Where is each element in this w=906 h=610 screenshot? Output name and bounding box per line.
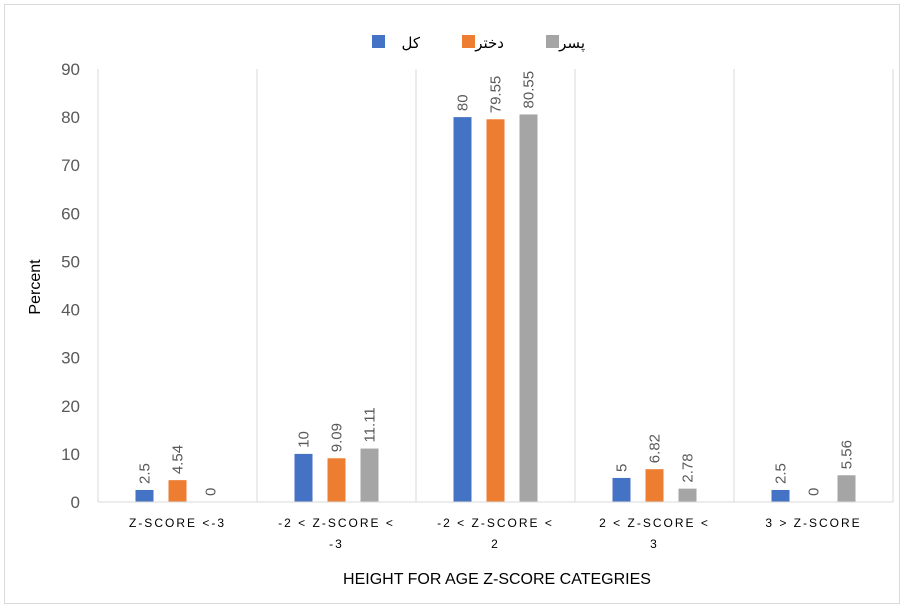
y-tick-label: 40 — [61, 301, 80, 320]
bar — [612, 477, 631, 502]
data-label: 4.54 — [170, 445, 187, 474]
data-label: 10 — [296, 431, 313, 448]
bar — [678, 488, 697, 502]
legend-swatch — [546, 35, 559, 48]
y-tick-label: 50 — [61, 252, 80, 271]
x-tick-label: -3 — [329, 537, 344, 551]
data-label: 6.82 — [647, 434, 664, 463]
data-label: 5 — [614, 464, 631, 472]
category-gridlines — [97, 69, 894, 502]
x-axis-title: HEIGHT FOR AGE Z-SCORE CATEGRIES — [343, 571, 651, 588]
bar — [294, 453, 313, 502]
chart-frame — [4, 4, 900, 604]
bar — [360, 448, 379, 502]
data-label: 79.55 — [488, 76, 505, 114]
legend-label: پسر — [558, 34, 585, 53]
legend: کل دختر پسر — [372, 34, 585, 53]
y-tick-label: 90 — [61, 60, 80, 79]
x-tick-label: 2 — [491, 537, 500, 551]
legend-swatch — [462, 35, 475, 48]
bar — [486, 119, 505, 502]
bar — [327, 458, 346, 502]
x-tick-label: -2 < Z-SCORE < — [437, 516, 554, 530]
bar — [453, 117, 472, 502]
y-axis-title: Percent — [27, 259, 44, 315]
bar — [519, 114, 538, 502]
x-tick-label: 3 > Z-SCORE — [765, 516, 861, 530]
data-labels: 2.5 10 80 5 2.5 4.54 9.09 79.55 6.82 0 0 11.11 80.55… — [137, 71, 856, 496]
y-tick-label: 60 — [61, 204, 80, 223]
x-tick-label: -2 < Z-SCORE < — [278, 516, 395, 530]
data-label: 9.09 — [329, 423, 346, 452]
y-axis: 0 10 20 30 40 50 60 70 80 90 — [61, 60, 80, 512]
data-label: 11.11 — [362, 407, 379, 442]
y-tick-label: 10 — [61, 445, 80, 464]
bar — [645, 469, 664, 502]
x-tick-label: Z-SCORE <-3 — [129, 516, 226, 530]
bar — [168, 480, 187, 502]
y-tick-label: 20 — [61, 397, 80, 416]
x-axis: Z-SCORE <-3 -2 < Z-SCORE < -3 -2 < Z-SCORE … — [98, 501, 893, 551]
data-label: 2.5 — [137, 463, 154, 484]
bar — [771, 489, 790, 502]
data-label: 5.56 — [839, 440, 856, 469]
data-label: 0 — [203, 488, 220, 496]
y-tick-label: 70 — [61, 156, 80, 175]
x-tick-label: 2 < Z-SCORE < — [599, 516, 710, 530]
bar — [837, 475, 856, 502]
bars — [135, 114, 856, 502]
y-tick-label: 30 — [61, 349, 80, 368]
data-label: 2.5 — [773, 463, 790, 484]
y-tick-label: 80 — [61, 108, 80, 127]
data-label: 2.78 — [680, 453, 697, 482]
data-label: 0 — [806, 488, 823, 496]
bar — [135, 489, 154, 502]
legend-swatch — [372, 35, 385, 48]
x-tick-label: 3 — [650, 537, 659, 551]
legend-label: کل — [401, 34, 420, 52]
legend-label: دختر — [474, 34, 504, 52]
data-label: 80 — [455, 94, 472, 111]
data-label: 80.55 — [521, 71, 538, 109]
y-tick-label: 0 — [71, 493, 80, 512]
